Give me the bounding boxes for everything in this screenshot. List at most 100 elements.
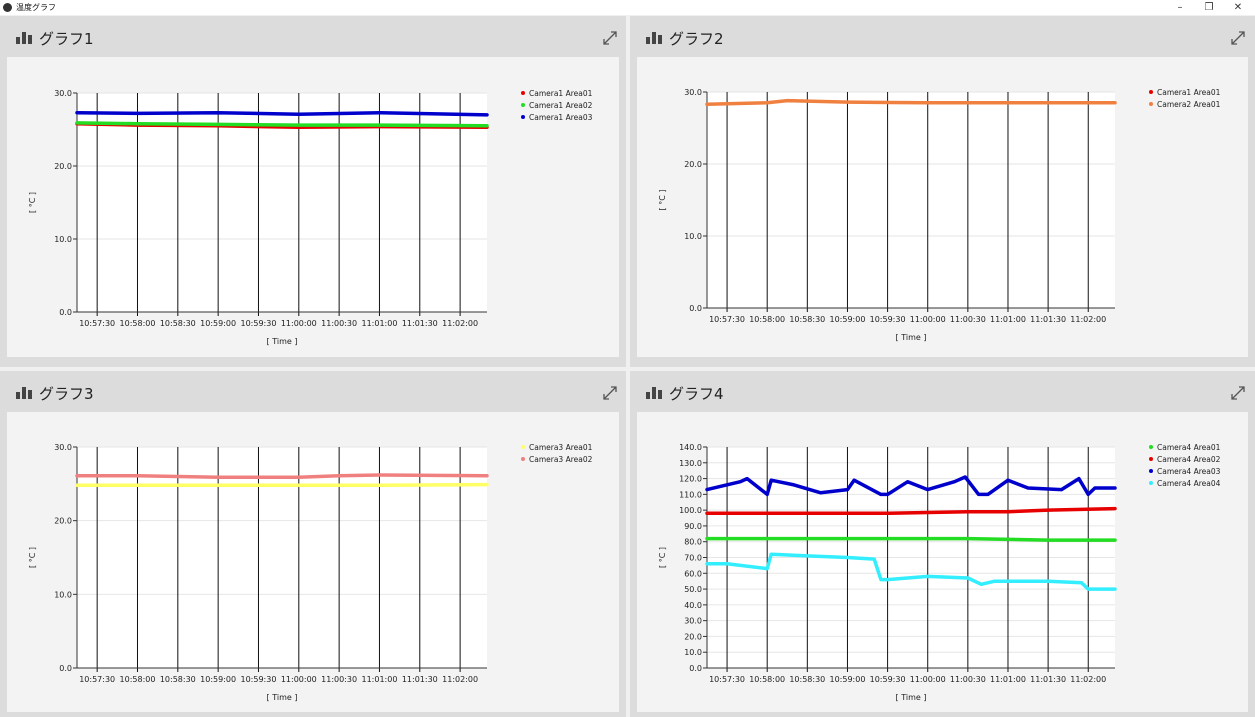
- app-icon: [3, 3, 12, 12]
- x-tick-label: 10:59:30: [241, 319, 277, 328]
- x-tick-label: 10:59:30: [870, 315, 906, 324]
- y-tick-label: 0.0: [689, 664, 702, 673]
- panel-title: グラフ3: [39, 385, 94, 403]
- legend-marker: [1149, 457, 1153, 461]
- bar-chart-icon: [646, 32, 662, 44]
- y-tick-label: 60.0: [684, 569, 702, 578]
- legend-label: Camera4 Area02: [1157, 455, 1221, 464]
- x-tick-label: 11:02:00: [1070, 315, 1106, 324]
- x-tick-label: 10:58:00: [120, 675, 156, 684]
- x-tick-label: 10:59:00: [200, 319, 236, 328]
- legend-label: Camera1 Area02: [529, 101, 593, 110]
- x-tick-label: 11:01:30: [1030, 675, 1066, 684]
- graph-panel-4: グラフ4 0.0 10.0 20.0 30.0 40.0 50.0 60.0 70.0 80.0…: [630, 371, 1255, 717]
- expand-icon[interactable]: [602, 30, 618, 46]
- y-tick-label: 10.0: [54, 590, 72, 599]
- legend-label: Camera4 Area04: [1157, 479, 1221, 488]
- y-axis-label: [ °C ]: [28, 192, 37, 213]
- legend-label: Camera3 Area01: [529, 443, 593, 452]
- y-tick-label: 30.0: [54, 443, 72, 452]
- series-line: [75, 121, 489, 128]
- chart-area: 0.0 10.0 20.0 30.0 10:57:30 10:58:00 10:58:30 1…: [7, 412, 619, 712]
- chart-area: 0.0 10.0 20.0 30.0 40.0 50.0 60.0 70.0 80.0 90.0 1…: [637, 412, 1248, 712]
- minimize-button[interactable]: –: [1177, 2, 1183, 13]
- x-tick-label: 11:00:30: [321, 319, 357, 328]
- chart-area: 0.0 10.0 20.0 30.0 10:57:30 10:58:00 10:58:30 1…: [7, 57, 619, 357]
- panel-title: グラフ1: [39, 30, 94, 48]
- x-tick-label: 11:00:30: [950, 675, 986, 684]
- panel-title: グラフ4: [669, 385, 724, 403]
- y-tick-label: 0.0: [689, 304, 702, 313]
- series-line: [75, 482, 489, 488]
- y-tick-label: 120.0: [679, 475, 702, 484]
- series-line: [705, 536, 1117, 542]
- x-tick-label: 10:58:00: [749, 315, 785, 324]
- legend-label: Camera2 Area01: [1157, 100, 1221, 109]
- x-tick-label: 10:58:00: [120, 319, 156, 328]
- y-tick-label: 30.0: [684, 617, 702, 626]
- x-tick-label: 11:01:00: [361, 675, 397, 684]
- window-title: 温度グラフ: [16, 3, 56, 12]
- bar-chart-icon: [16, 387, 32, 399]
- legend-label: Camera1 Area01: [529, 89, 593, 98]
- plot-background: [707, 92, 1115, 308]
- close-button[interactable]: ✕: [1233, 2, 1243, 13]
- legend-marker: [1149, 90, 1153, 94]
- plot-background: [77, 447, 487, 668]
- legend-label: Camera4 Area01: [1157, 443, 1221, 452]
- x-tick-label: 10:59:00: [200, 675, 236, 684]
- expand-icon[interactable]: [602, 385, 618, 401]
- y-tick-label: 10.0: [684, 648, 702, 657]
- y-axis-label: [ °C ]: [658, 547, 667, 568]
- chart-3: 0.0 10.0 20.0 30.0 10:57:30 10:58:00 10:58:30 1…: [28, 443, 593, 702]
- y-tick-label: 40.0: [684, 601, 702, 610]
- legend-marker: [1149, 469, 1153, 473]
- series-line: [705, 475, 1117, 497]
- x-tick-label: 11:01:00: [990, 675, 1026, 684]
- plot-background: [77, 93, 487, 312]
- x-tick-label: 11:01:00: [990, 315, 1026, 324]
- x-axis-label: [ Time ]: [267, 337, 298, 346]
- y-tick-label: 10.0: [684, 232, 702, 241]
- legend-marker: [1149, 481, 1153, 485]
- x-axis-label: [ Time ]: [267, 693, 298, 702]
- x-tick-label: 10:58:30: [160, 319, 196, 328]
- expand-icon[interactable]: [1230, 385, 1246, 401]
- x-tick-label: 10:57:30: [709, 315, 745, 324]
- x-tick-label: 10:57:30: [709, 675, 745, 684]
- y-tick-label: 50.0: [684, 585, 702, 594]
- bar-chart-icon: [16, 32, 32, 44]
- graph-panel-3: グラフ3 0.0 10.0 20.0 30.0 10:57:30 10:58:00 10:5…: [0, 371, 626, 717]
- y-tick-label: 30.0: [684, 88, 702, 97]
- y-tick-label: 30.0: [54, 89, 72, 98]
- legend-marker: [521, 91, 525, 95]
- x-tick-label: 11:00:00: [281, 675, 317, 684]
- x-tick-label: 10:58:00: [749, 675, 785, 684]
- legend-label: Camera3 Area02: [529, 455, 593, 464]
- y-tick-label: 10.0: [54, 235, 72, 244]
- y-tick-label: 130.0: [679, 459, 702, 468]
- x-tick-label: 11:00:30: [950, 315, 986, 324]
- x-tick-label: 11:01:30: [402, 319, 438, 328]
- legend-marker: [521, 103, 525, 107]
- x-tick-label: 10:59:00: [829, 315, 865, 324]
- y-tick-label: 140.0: [679, 443, 702, 452]
- legend-marker: [521, 445, 525, 449]
- x-tick-label: 11:01:30: [402, 675, 438, 684]
- y-tick-label: 110.0: [679, 490, 702, 499]
- restore-button[interactable]: ❐: [1204, 2, 1214, 13]
- x-axis-label: [ Time ]: [896, 333, 927, 342]
- series-line: [75, 473, 489, 479]
- legend-marker: [1149, 102, 1153, 106]
- y-tick-label: 90.0: [684, 522, 702, 531]
- y-tick-label: 100.0: [679, 506, 702, 515]
- expand-icon[interactable]: [1230, 30, 1246, 46]
- legend-marker: [521, 457, 525, 461]
- series-line: [705, 98, 1117, 106]
- x-tick-label: 11:01:00: [361, 319, 397, 328]
- chart-1: 0.0 10.0 20.0 30.0 10:57:30 10:58:00 10:58:30 1…: [28, 89, 593, 346]
- x-tick-label: 10:57:30: [79, 675, 115, 684]
- x-tick-label: 11:00:00: [910, 315, 946, 324]
- y-tick-label: 20.0: [54, 517, 72, 526]
- legend-label: Camera1 Area01: [1157, 88, 1221, 97]
